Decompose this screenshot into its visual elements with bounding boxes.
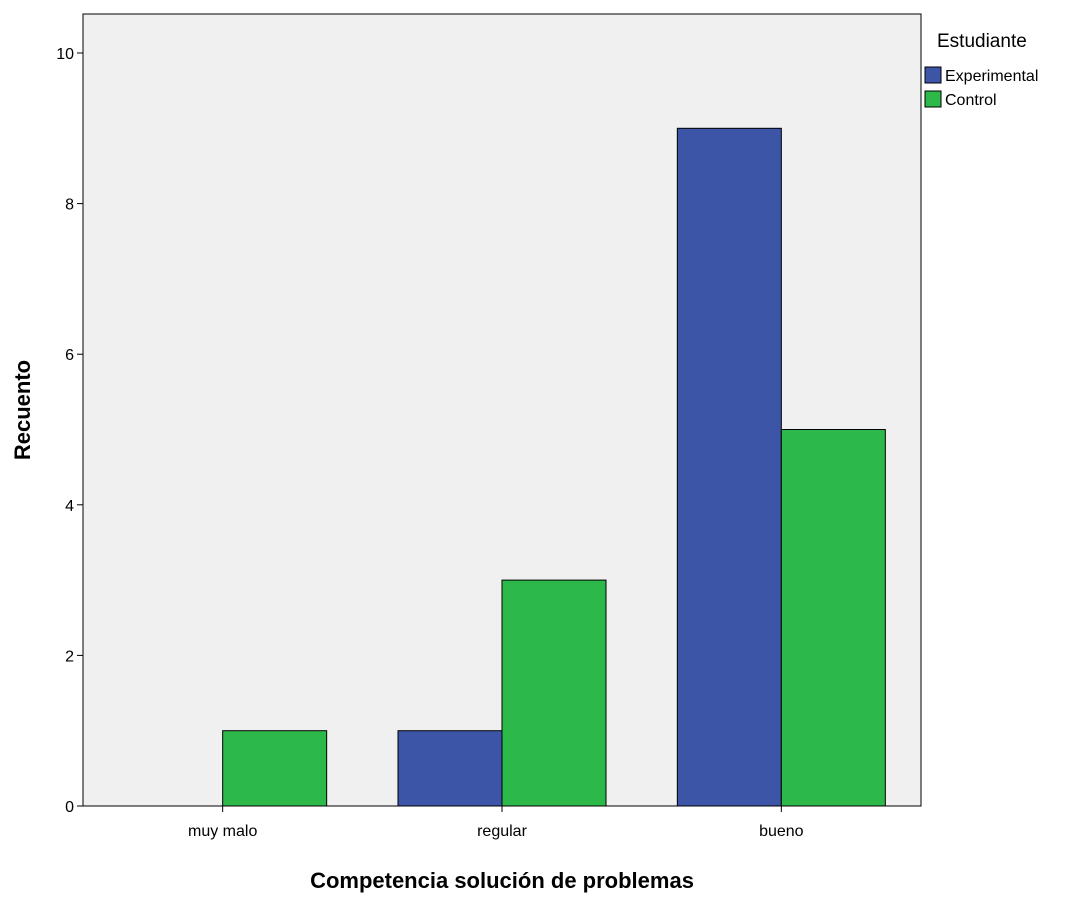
bar-experimental — [397, 730, 503, 807]
x-axis-label: Competencia solución de problemas — [310, 868, 694, 893]
bars-group — [222, 127, 886, 807]
legend-swatch — [924, 90, 942, 108]
y-axis-label: Recuento — [10, 360, 35, 460]
y-tick-label: 8 — [65, 197, 74, 214]
bar-control — [222, 730, 328, 807]
legend-label: Control — [945, 92, 997, 109]
y-tick-label: 2 — [65, 648, 74, 665]
legend-label: Experimental — [945, 68, 1038, 85]
x-tick-label: bueno — [759, 823, 804, 840]
x-tick-label: regular — [477, 823, 527, 840]
y-tick-label: 10 — [56, 46, 74, 63]
bar-control — [501, 579, 607, 807]
legend: Estudiante Experimental Control — [924, 31, 1038, 109]
y-tick-label: 4 — [65, 498, 74, 515]
y-tick-label: 0 — [65, 799, 74, 816]
x-tick-label: muy malo — [188, 823, 257, 840]
legend-title: Estudiante — [937, 31, 1027, 52]
bar-control — [780, 429, 886, 807]
y-tick-label: 6 — [65, 347, 74, 364]
y-axis: 0 2 4 6 8 10 — [56, 46, 83, 816]
bar-experimental — [676, 127, 782, 807]
legend-swatch — [924, 66, 942, 84]
x-axis: muy malo regular bueno — [188, 806, 804, 840]
